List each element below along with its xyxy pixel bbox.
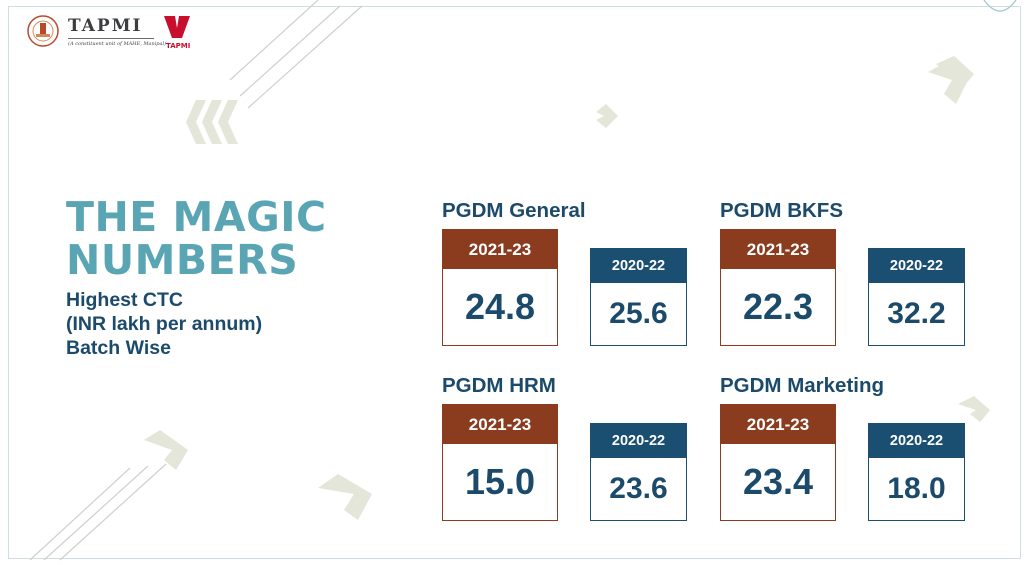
previous-batch-value: 32.2 bbox=[887, 297, 946, 330]
slide-frame bbox=[8, 6, 1021, 559]
logo-name: TAPMI bbox=[68, 16, 143, 36]
logo-divider bbox=[68, 38, 154, 39]
previous-batch-value: 25.6 bbox=[609, 297, 668, 330]
previous-batch-value: 23.6 bbox=[609, 472, 668, 505]
program-title: PGDM Marketing bbox=[720, 374, 885, 397]
mark-label: TAPMI bbox=[166, 42, 191, 50]
current-batch-card: 2021-23 23.4 bbox=[720, 404, 836, 521]
subtitle: Highest CTC (INR lakh per annum) Batch W… bbox=[66, 288, 262, 360]
previous-batch-card: 2020-22 23.6 bbox=[590, 423, 687, 521]
current-batch-value: 15.0 bbox=[464, 461, 536, 502]
subtitle-line-3: Batch Wise bbox=[66, 337, 171, 359]
headline: THE MAGIC NUMBERS bbox=[66, 196, 327, 282]
headline-line-2: NUMBERS bbox=[66, 236, 299, 284]
current-batch-card: 2021-23 15.0 bbox=[442, 404, 558, 521]
current-batch-card: 2021-23 24.8 bbox=[442, 229, 558, 346]
program-group: PGDM Marketing 2021-23 23.4 2020-22 18.0 bbox=[720, 374, 980, 544]
tapmi-mark-icon bbox=[164, 16, 190, 38]
current-batch-label: 2021-23 bbox=[443, 230, 557, 269]
previous-batch-card: 2020-22 18.0 bbox=[868, 423, 965, 521]
logo-tagline: (A constituent unit of MAHE, Manipal) bbox=[68, 41, 167, 47]
current-batch-label: 2021-23 bbox=[721, 405, 835, 444]
program-title: PGDM HRM bbox=[442, 374, 556, 397]
current-batch-value: 22.3 bbox=[742, 286, 814, 327]
subtitle-line-2: (INR lakh per annum) bbox=[66, 313, 263, 335]
program-title: PGDM General bbox=[442, 199, 586, 222]
current-batch-label: 2021-23 bbox=[721, 230, 835, 269]
previous-batch-label: 2020-22 bbox=[869, 424, 964, 458]
program-title: PGDM BKFS bbox=[720, 199, 843, 222]
previous-batch-card: 2020-22 25.6 bbox=[590, 248, 687, 346]
current-batch-value: 24.8 bbox=[464, 286, 536, 327]
current-batch-label: 2021-23 bbox=[443, 405, 557, 444]
subtitle-line-1: Highest CTC bbox=[66, 289, 183, 311]
previous-batch-label: 2020-22 bbox=[591, 249, 686, 283]
current-batch-value: 23.4 bbox=[742, 461, 814, 502]
current-batch-card: 2021-23 22.3 bbox=[720, 229, 836, 346]
program-group: PGDM HRM 2021-23 15.0 2020-22 23.6 bbox=[442, 374, 702, 544]
previous-batch-label: 2020-22 bbox=[591, 424, 686, 458]
headline-line-1: THE MAGIC bbox=[66, 193, 327, 241]
program-group: PGDM BKFS 2021-23 22.3 2020-22 32.2 bbox=[720, 199, 980, 369]
previous-batch-card: 2020-22 32.2 bbox=[868, 248, 965, 346]
previous-batch-value: 18.0 bbox=[887, 472, 946, 505]
previous-batch-label: 2020-22 bbox=[869, 249, 964, 283]
seal-icon bbox=[27, 15, 59, 47]
program-group: PGDM General 2021-23 24.8 2020-22 25.6 bbox=[442, 199, 702, 369]
